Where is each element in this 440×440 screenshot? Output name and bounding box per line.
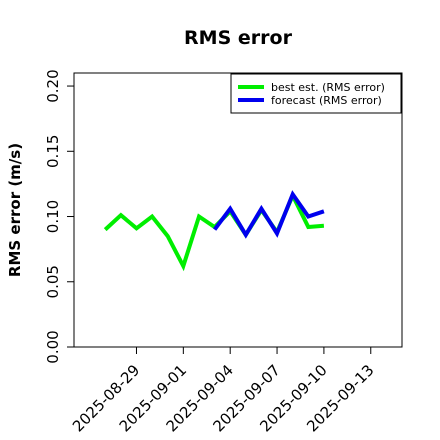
legend: best est. (RMS error)forecast (RMS error… [230,73,402,114]
x-axis: 2025-08-292025-09-012025-09-042025-09-07… [69,347,378,435]
y-tick-label: 0.20 [44,69,62,102]
legend-label-best-estimate: best est. (RMS error) [271,81,385,94]
y-tick-label: 0.10 [44,200,62,233]
chart-title: RMS error [184,27,293,49]
y-tick-label: 0.05 [44,265,62,298]
legend-box [230,73,402,114]
y-axis: 0.00 0.05 0.10 0.15 0.20 [44,69,74,364]
y-axis-label: RMS error (m/s) [6,143,24,277]
y-tick-label: 0.00 [44,330,62,363]
series-line-forecast [212,190,325,239]
y-tick-label: 0.15 [44,135,62,168]
series-layer [103,190,325,272]
series-line-best-estimate [103,190,325,272]
legend-label-forecast: forecast (RMS error) [271,94,382,107]
plot-area-frame [73,72,403,348]
